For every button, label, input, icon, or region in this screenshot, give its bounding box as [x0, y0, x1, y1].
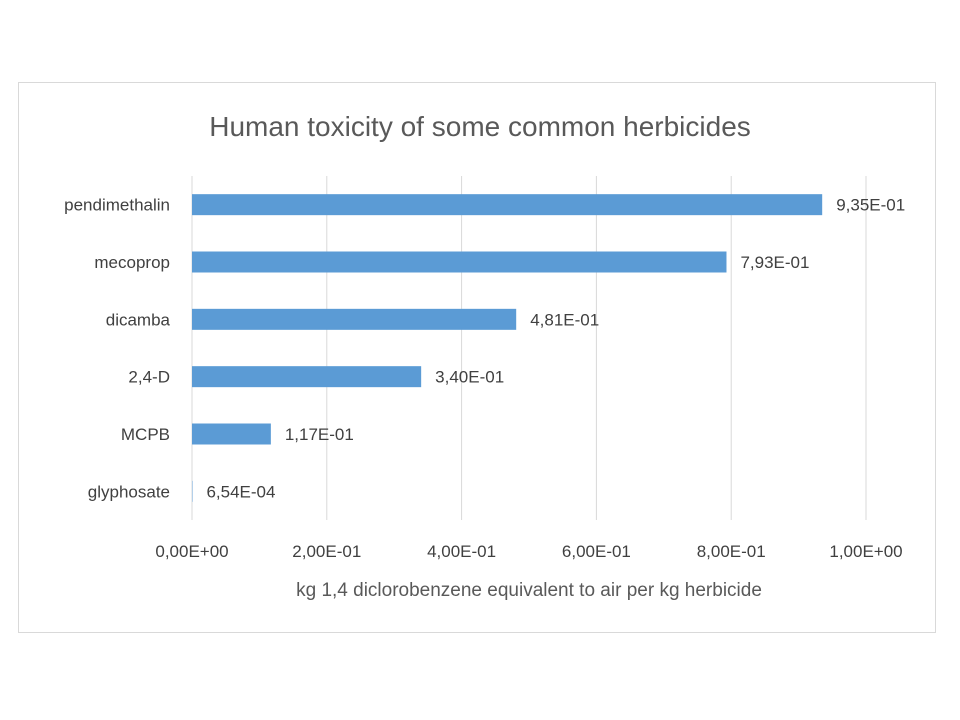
chart-title: Human toxicity of some common herbicides [209, 111, 751, 142]
category-label: MCPB [121, 425, 170, 444]
category-label: pendimethalin [64, 196, 170, 215]
data-labels: 9,35E-01 7,93E-01 4,81E-01 3,40E-01 1,17E-01… [206, 196, 905, 502]
bars [192, 194, 823, 502]
chart-frame [18, 82, 936, 633]
data-label: 6,54E-04 [206, 482, 275, 501]
gridlines [191, 176, 867, 520]
x-axis-title: kg 1,4 diclorobenzene equivalent to air … [296, 580, 762, 601]
bar [192, 194, 823, 216]
category-label: mecoprop [94, 253, 170, 272]
bar [192, 366, 422, 388]
x-tick-label: 4,00E-01 [427, 542, 496, 561]
category-label: 2,4-D [128, 368, 170, 387]
category-label: glyphosate [88, 482, 170, 501]
bar [192, 251, 727, 273]
category-labels: pendimethalin mecoprop dicamba 2,4-D MCPB gly… [64, 196, 170, 502]
x-tick-label: 6,00E-01 [562, 542, 631, 561]
category-label: dicamba [106, 310, 171, 329]
data-label: 9,35E-01 [836, 196, 905, 215]
bar [192, 423, 271, 445]
x-tick-labels: 0,00E+00 2,00E-01 4,00E-01 6,00E-01 8,00E-01… [155, 542, 902, 561]
data-label: 1,17E-01 [285, 425, 354, 444]
data-label: 4,81E-01 [530, 310, 599, 329]
data-label: 3,40E-01 [435, 368, 504, 387]
x-tick-label: 2,00E-01 [292, 542, 361, 561]
x-tick-label: 8,00E-01 [697, 542, 766, 561]
bar [192, 308, 517, 330]
x-tick-label: 1,00E+00 [829, 542, 902, 561]
x-tick-label: 0,00E+00 [155, 542, 228, 561]
data-label: 7,93E-01 [740, 253, 809, 272]
